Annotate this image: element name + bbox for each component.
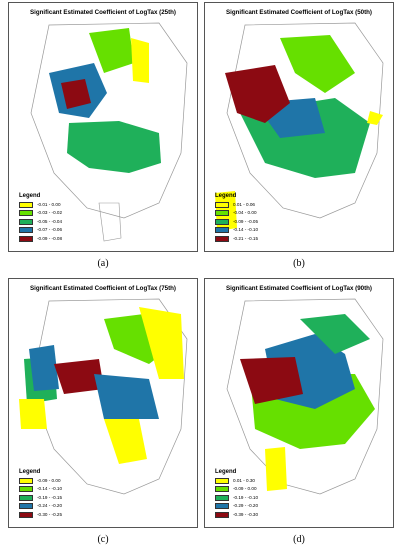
legend-item: -0.07 - -0.06 xyxy=(19,226,62,235)
legend-item: -0.09 - 0.00 xyxy=(19,477,62,486)
legend-swatch xyxy=(215,210,229,217)
legend-label: -0.24 - -0.20 xyxy=(37,503,63,509)
map-title: Significant Estimated Coefficient of Log… xyxy=(30,9,176,16)
map-panel-a: Significant Estimated Coefficient of Log… xyxy=(8,2,198,252)
legend-item: -0.01 - 0.00 xyxy=(19,201,62,210)
legend-label: -0.19 - -0.10 xyxy=(233,494,259,500)
legend-swatch xyxy=(215,494,229,501)
legend-swatch xyxy=(215,511,229,518)
map-panel-c: Significant Estimated Coefficient of Log… xyxy=(8,278,198,528)
legend-swatch xyxy=(19,218,33,225)
legend-item: -0.05 - -0.04 xyxy=(19,218,62,227)
legend-swatch xyxy=(215,218,229,225)
legend: Legend 0.01 - 0.30 -0.09 - 0.00 -0.19 - … xyxy=(215,469,258,520)
legend-label: -0.19 - -0.15 xyxy=(37,494,63,500)
legend-label: -0.04 - 0.00 xyxy=(233,210,257,216)
legend-swatch xyxy=(215,503,229,510)
legend-label: -0.09 - -0.08 xyxy=(37,235,63,241)
panel-caption: (a) xyxy=(97,258,109,269)
legend-title: Legend xyxy=(215,192,237,199)
legend-label: -0.14 - -0.10 xyxy=(37,486,63,492)
legend-swatch xyxy=(215,227,229,234)
legend-swatch xyxy=(19,494,33,501)
legend-label: -0.39 - -0.30 xyxy=(233,511,259,517)
choropleth-map xyxy=(30,22,188,242)
legend-label: -0.09 - -0.05 xyxy=(233,218,259,224)
map-panel-b: Significant Estimated Coefficient of Log… xyxy=(204,2,394,252)
legend: Legend 0.01 - 0.06 -0.04 - 0.00 -0.09 - … xyxy=(215,193,258,244)
legend-label: -0.29 - -0.20 xyxy=(233,503,259,509)
legend-item: -0.09 - -0.08 xyxy=(19,235,62,244)
legend-label: -0.07 - -0.06 xyxy=(37,227,63,233)
legend-item: -0.30 - -0.25 xyxy=(19,511,62,520)
legend-label: 0.01 - 0.06 xyxy=(233,201,255,207)
legend-swatch xyxy=(215,201,229,208)
legend-item: 0.01 - 0.06 xyxy=(215,201,258,210)
legend-title: Legend xyxy=(215,468,237,475)
legend-label: -0.30 - -0.25 xyxy=(37,511,63,517)
legend-label: -0.03 - -0.02 xyxy=(37,210,63,216)
legend-swatch xyxy=(19,503,33,510)
legend-label: -0.09 - 0.00 xyxy=(37,477,61,483)
legend-swatch xyxy=(19,477,33,484)
legend-swatch xyxy=(19,201,33,208)
panel-caption: (b) xyxy=(293,258,305,269)
choropleth-map xyxy=(19,298,188,495)
legend-item: -0.14 - -0.10 xyxy=(19,485,62,494)
legend-item: 0.01 - 0.30 xyxy=(215,477,258,486)
panel-caption: (c) xyxy=(97,534,109,545)
legend: Legend -0.09 - 0.00 -0.14 - -0.10 -0.19 … xyxy=(19,469,62,520)
legend-swatch xyxy=(19,235,33,242)
legend-label: -0.14 - -0.10 xyxy=(233,227,259,233)
map-title: Significant Estimated Coefficient of Log… xyxy=(30,285,176,292)
choropleth-map xyxy=(226,298,384,495)
legend-item: -0.39 - -0.30 xyxy=(215,511,258,520)
legend-item: -0.19 - -0.10 xyxy=(215,494,258,503)
legend-swatch xyxy=(19,486,33,493)
legend-swatch xyxy=(19,227,33,234)
legend-swatch xyxy=(215,486,229,493)
legend-item: -0.24 - -0.20 xyxy=(19,502,62,511)
legend-title: Legend xyxy=(19,468,41,475)
legend-label: 0.01 - 0.30 xyxy=(233,477,255,483)
legend-item: -0.03 - -0.02 xyxy=(19,209,62,218)
legend: Legend -0.01 - 0.00 -0.03 - -0.02 -0.05 … xyxy=(19,193,62,244)
legend-title: Legend xyxy=(19,192,41,199)
choropleth-map xyxy=(215,22,384,231)
map-panel-d: Significant Estimated Coefficient of Log… xyxy=(204,278,394,528)
legend-item: -0.14 - -0.10 xyxy=(215,226,258,235)
legend-item: -0.19 - -0.15 xyxy=(19,494,62,503)
legend-swatch xyxy=(19,511,33,518)
legend-item: -0.21 - -0.15 xyxy=(215,235,258,244)
legend-swatch xyxy=(19,210,33,217)
panel-caption: (d) xyxy=(293,534,305,545)
map-title: Significant Estimated Coefficient of Log… xyxy=(226,9,372,16)
legend-item: -0.04 - 0.00 xyxy=(215,209,258,218)
map-title: Significant Estimated Coefficient of Log… xyxy=(226,285,372,292)
legend-label: -0.05 - -0.04 xyxy=(37,218,63,224)
legend-swatch xyxy=(215,477,229,484)
legend-label: -0.21 - -0.15 xyxy=(233,235,259,241)
legend-label: -0.09 - 0.00 xyxy=(233,486,257,492)
legend-item: -0.09 - -0.05 xyxy=(215,218,258,227)
legend-item: -0.09 - 0.00 xyxy=(215,485,258,494)
legend-item: -0.29 - -0.20 xyxy=(215,502,258,511)
legend-swatch xyxy=(215,235,229,242)
legend-label: -0.01 - 0.00 xyxy=(37,201,61,207)
